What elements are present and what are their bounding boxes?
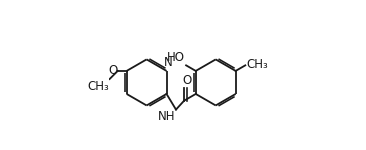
Text: NH: NH xyxy=(158,110,175,123)
Text: N: N xyxy=(164,56,172,69)
Text: CH₃: CH₃ xyxy=(87,80,109,93)
Text: O: O xyxy=(108,64,117,77)
Text: O: O xyxy=(182,74,191,87)
Text: HO: HO xyxy=(167,51,185,64)
Text: CH₃: CH₃ xyxy=(246,58,268,71)
